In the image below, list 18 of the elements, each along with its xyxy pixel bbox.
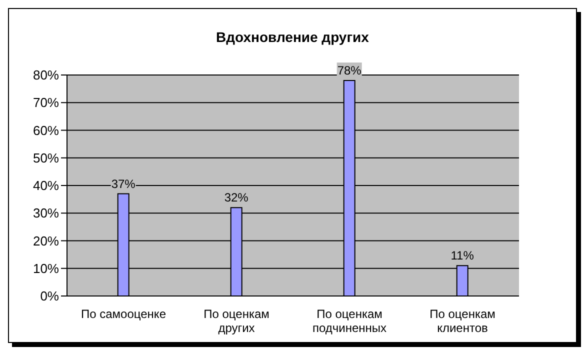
- y-tick-label: 60%: [32, 122, 60, 138]
- data-label: 37%: [111, 176, 136, 191]
- y-tick-label: 70%: [32, 95, 60, 110]
- data-label: 11%: [450, 248, 474, 263]
- y-tick-label: 0%: [40, 288, 60, 304]
- y-tick-label: 50%: [32, 150, 60, 166]
- data-label: 32%: [224, 190, 249, 205]
- x-tick-label: По оценкам других: [204, 307, 270, 335]
- x-tick-label: По оценкам клиентов: [430, 307, 496, 335]
- x-tick-label: По самооценке: [80, 307, 166, 321]
- data-label: 78%: [337, 64, 362, 78]
- chart-title: Вдохновление других: [215, 28, 370, 47]
- x-tick-label: По оценкам подчиненных: [312, 307, 387, 335]
- y-tick-label: 40%: [32, 178, 60, 194]
- y-tick-label: 20%: [32, 233, 60, 248]
- y-tick-label: 10%: [32, 260, 60, 276]
- y-tick-label: 30%: [32, 206, 60, 221]
- y-tick-label: 80%: [32, 68, 60, 83]
